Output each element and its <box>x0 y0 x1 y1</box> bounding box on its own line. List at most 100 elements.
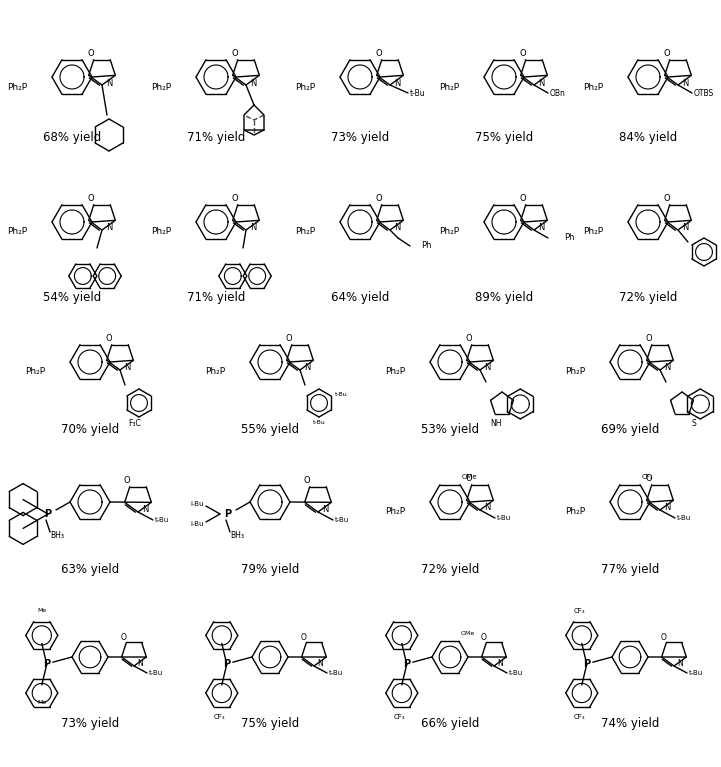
Text: 72% yield: 72% yield <box>421 562 479 575</box>
Text: O: O <box>123 476 130 486</box>
Text: O: O <box>304 476 310 486</box>
Text: Ph₂P: Ph₂P <box>7 83 27 91</box>
Text: Ph₂P: Ph₂P <box>151 228 171 236</box>
Text: t-Bu: t-Bu <box>329 670 343 676</box>
Text: t-Bu: t-Bu <box>313 420 325 426</box>
Text: i-Bu: i-Bu <box>190 521 204 527</box>
Text: O: O <box>519 194 526 203</box>
Text: t-Bu: t-Bu <box>149 670 163 676</box>
Text: N: N <box>538 223 544 232</box>
Text: O: O <box>519 49 526 58</box>
Text: CF₃: CF₃ <box>214 714 226 720</box>
Text: N: N <box>484 503 490 512</box>
Text: Ph₂P: Ph₂P <box>295 228 315 236</box>
Text: N: N <box>682 223 688 232</box>
Text: 75% yield: 75% yield <box>241 717 299 730</box>
Text: Ph: Ph <box>421 242 431 251</box>
Text: OMe: OMe <box>462 474 477 479</box>
Text: N: N <box>682 78 688 87</box>
Text: P: P <box>43 659 50 669</box>
Text: 73% yield: 73% yield <box>331 130 389 143</box>
Text: 70% yield: 70% yield <box>61 423 119 436</box>
Text: 64% yield: 64% yield <box>331 291 389 304</box>
Text: N: N <box>317 660 323 669</box>
Text: 71% yield: 71% yield <box>187 130 245 143</box>
Text: OMe: OMe <box>461 631 475 636</box>
Text: OBn: OBn <box>550 88 566 97</box>
Text: Ph₂P: Ph₂P <box>439 83 459 91</box>
Text: N: N <box>664 503 671 512</box>
Text: Ph₂P: Ph₂P <box>565 367 585 377</box>
Text: 69% yield: 69% yield <box>601 423 659 436</box>
Text: NH: NH <box>490 420 502 429</box>
Text: Ph₂P: Ph₂P <box>385 508 405 516</box>
Text: Ph₂P: Ph₂P <box>565 508 585 516</box>
Text: 68% yield: 68% yield <box>43 130 101 143</box>
Text: O: O <box>480 633 486 642</box>
Text: 77% yield: 77% yield <box>601 562 659 575</box>
Text: O: O <box>231 194 238 203</box>
Text: N: N <box>142 505 149 515</box>
Text: 55% yield: 55% yield <box>241 423 299 436</box>
Text: t-Bu: t-Bu <box>509 670 523 676</box>
Text: 84% yield: 84% yield <box>619 130 677 143</box>
Text: 73% yield: 73% yield <box>61 717 119 730</box>
Text: P: P <box>224 659 231 669</box>
Text: Ph₂P: Ph₂P <box>7 228 27 236</box>
Text: t-Bu: t-Bu <box>155 517 169 523</box>
Text: Me: Me <box>37 608 46 614</box>
Text: N: N <box>124 364 131 373</box>
Text: O: O <box>663 194 670 203</box>
Text: t-Bu: t-Bu <box>689 670 703 676</box>
Text: N: N <box>249 78 256 87</box>
Text: P: P <box>224 509 231 519</box>
Text: N: N <box>394 78 400 87</box>
Text: S: S <box>691 420 696 429</box>
Text: 74% yield: 74% yield <box>601 717 659 730</box>
Text: O: O <box>376 194 382 203</box>
Text: Ph₂P: Ph₂P <box>583 228 603 236</box>
Text: N: N <box>484 364 490 373</box>
Text: 71% yield: 71% yield <box>187 291 245 304</box>
Text: N: N <box>322 505 328 515</box>
Text: N: N <box>106 78 112 87</box>
Text: P: P <box>583 659 590 669</box>
Text: 53% yield: 53% yield <box>421 423 479 436</box>
Text: Ph₂P: Ph₂P <box>205 367 225 377</box>
Text: N: N <box>664 364 671 373</box>
Text: O: O <box>466 474 472 483</box>
Text: O: O <box>120 633 126 642</box>
Text: O: O <box>301 633 306 642</box>
Text: 66% yield: 66% yield <box>421 717 479 730</box>
Text: P: P <box>45 509 52 519</box>
Text: CF₃: CF₃ <box>394 714 405 720</box>
Text: 79% yield: 79% yield <box>241 562 299 575</box>
Text: Me: Me <box>37 700 46 706</box>
Text: Ph₂P: Ph₂P <box>295 83 315 91</box>
Text: Ph₂P: Ph₂P <box>151 83 171 91</box>
Text: O: O <box>645 474 652 483</box>
Text: 75% yield: 75% yield <box>475 130 533 143</box>
Text: t-Bu: t-Bu <box>335 517 349 523</box>
Text: O: O <box>663 49 670 58</box>
Text: t-Bu: t-Bu <box>497 515 511 521</box>
Text: N: N <box>249 223 256 232</box>
Text: CF₃: CF₃ <box>574 714 585 720</box>
Text: 54% yield: 54% yield <box>43 291 101 304</box>
Text: O: O <box>231 49 238 58</box>
Text: Ph: Ph <box>564 233 575 242</box>
Text: OTBS: OTBS <box>694 88 715 97</box>
Text: 72% yield: 72% yield <box>619 291 677 304</box>
Text: O: O <box>87 49 94 58</box>
Text: 63% yield: 63% yield <box>61 562 119 575</box>
Text: 89% yield: 89% yield <box>475 291 533 304</box>
Text: O: O <box>105 334 112 343</box>
Text: N: N <box>394 223 400 232</box>
Text: N: N <box>137 660 143 669</box>
Text: O: O <box>87 194 94 203</box>
Text: Ph₂P: Ph₂P <box>583 83 603 91</box>
Text: O: O <box>466 334 472 343</box>
Text: F₃C: F₃C <box>128 419 141 427</box>
Text: BH₃: BH₃ <box>230 532 244 541</box>
Text: N: N <box>677 660 683 669</box>
